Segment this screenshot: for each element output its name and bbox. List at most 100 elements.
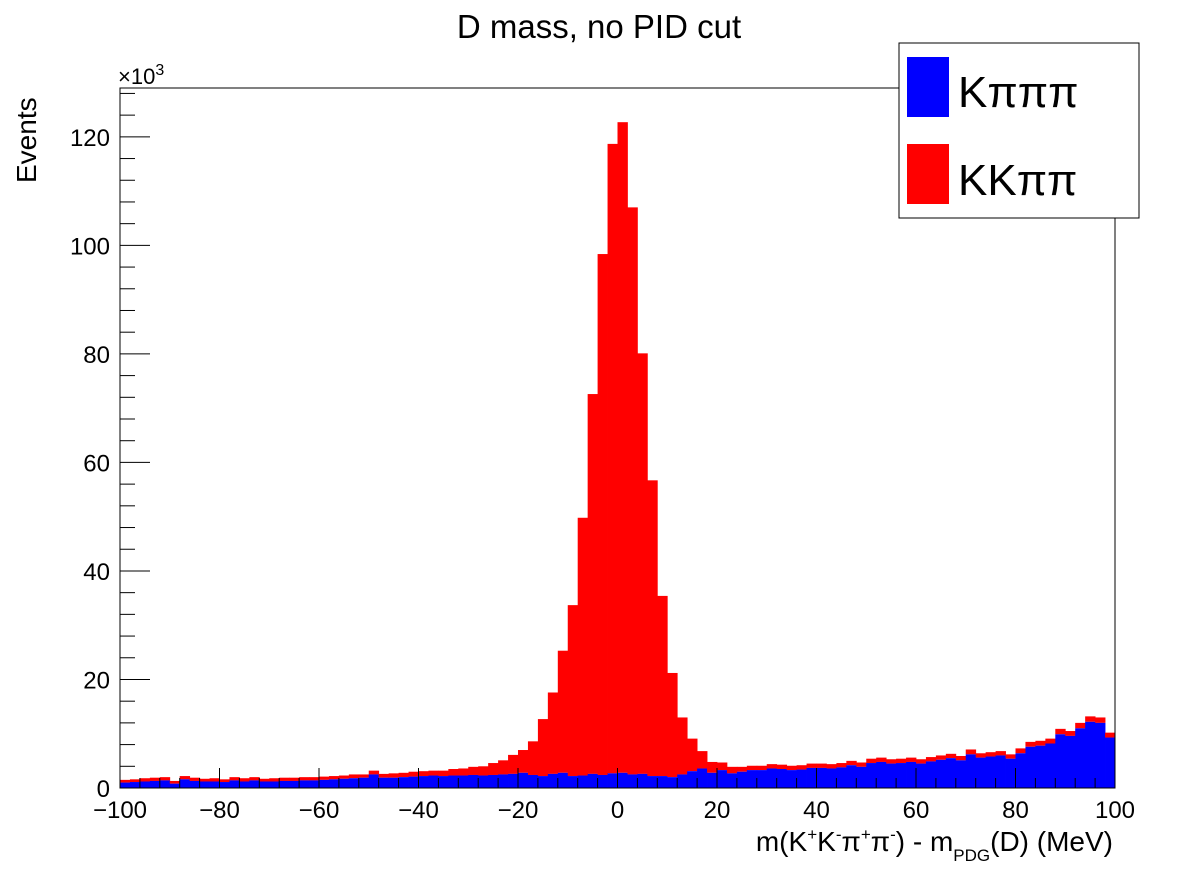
bar-kkpipi — [259, 778, 270, 782]
legend: Kπππ KKππ — [898, 42, 1140, 219]
bar-kpipipi — [806, 767, 817, 788]
bar-kkpipi — [358, 774, 370, 778]
bar-kkpipi — [607, 143, 618, 774]
bar-kpipipi — [139, 781, 151, 788]
histogram-bars — [120, 122, 1116, 788]
bar-kpipipi — [129, 782, 141, 788]
bar-kkpipi — [985, 752, 996, 757]
bar-kpipipi — [488, 774, 499, 788]
bar-kpipipi — [677, 774, 688, 788]
bar-kpipipi — [527, 774, 539, 788]
bar-kkpipi — [637, 353, 648, 774]
bar-kpipipi — [249, 780, 260, 788]
bar-kkpipi — [219, 779, 230, 783]
bar-kkpipi — [448, 769, 459, 776]
bar-kpipipi — [597, 774, 608, 788]
bar-kkpipi — [587, 394, 598, 774]
bar-kkpipi — [1085, 716, 1096, 722]
bar-kpipipi — [687, 771, 698, 788]
bar-kkpipi — [896, 758, 907, 764]
bar-kkpipi — [806, 763, 817, 768]
bar-kkpipi — [388, 773, 399, 778]
bar-kpipipi — [1045, 743, 1056, 788]
bar-kkpipi — [995, 751, 1006, 756]
y-tick-label: 120 — [70, 125, 110, 152]
y-tick-label: 100 — [70, 233, 110, 260]
bar-kkpipi — [309, 777, 320, 781]
bar-kkpipi — [478, 766, 489, 776]
bar-kpipipi — [707, 772, 718, 788]
bar-kkpipi — [249, 777, 260, 781]
bar-kkpipi — [488, 763, 499, 775]
bar-kkpipi — [647, 480, 658, 777]
bar-kpipipi — [617, 772, 628, 788]
bar-kpipipi — [995, 755, 1006, 788]
bar-kpipipi — [199, 781, 210, 788]
bar-kkpipi — [1095, 717, 1106, 723]
bar-kpipipi — [537, 776, 549, 788]
y-tick-label: 60 — [83, 450, 110, 477]
bar-kpipipi — [975, 757, 987, 788]
bar-kpipipi — [478, 775, 489, 788]
bar-kpipipi — [746, 770, 758, 788]
bar-kpipipi — [985, 756, 996, 788]
bar-kpipipi — [120, 782, 131, 788]
legend-label-kpipipi: Kπππ — [958, 68, 1078, 117]
bar-kpipipi — [1055, 734, 1066, 788]
bar-kpipipi — [756, 770, 768, 788]
bar-kpipipi — [627, 774, 638, 788]
bar-kkpipi — [418, 771, 429, 777]
bar-kkpipi — [597, 254, 608, 775]
bar-kkpipi — [547, 692, 559, 774]
bar-kpipipi — [856, 766, 867, 788]
bar-kkpipi — [826, 764, 837, 769]
bar-kpipipi — [1105, 737, 1116, 788]
bar-kkpipi — [697, 751, 708, 769]
bar-kkpipi — [766, 764, 778, 769]
bar-kpipipi — [766, 768, 778, 788]
bar-kpipipi — [1085, 721, 1096, 788]
bar-kpipipi — [239, 781, 250, 788]
bar-kkpipi — [498, 760, 509, 775]
bar-kpipipi — [916, 763, 927, 788]
bar-kpipipi — [498, 774, 509, 788]
x-tick-label: 40 — [803, 797, 830, 824]
y-axis-label: Events — [11, 97, 42, 183]
bar-kpipipi — [398, 777, 409, 788]
bar-kpipipi — [348, 778, 360, 788]
x-axis-ticks: −100 −80 −60 −40 −20 0 20 40 60 80 100 — [93, 768, 1135, 824]
bar-kkpipi — [159, 777, 171, 781]
bar-kpipipi — [229, 780, 240, 788]
bar-kpipipi — [557, 772, 569, 788]
bar-kpipipi — [657, 776, 668, 788]
x-axis-label: m(K+K-π+π-) - mPDG(D) (MeV) — [756, 825, 1113, 865]
bar-kpipipi — [1015, 753, 1026, 788]
bar-kkpipi — [707, 761, 718, 773]
bar-kpipipi — [189, 780, 200, 788]
legend-label-kkpipi: KKππ — [958, 156, 1077, 205]
y-tick-label: 0 — [97, 776, 110, 803]
bar-kkpipi — [189, 777, 200, 781]
bar-kpipipi — [209, 781, 220, 788]
x-tick-label: 20 — [704, 797, 731, 824]
bar-kkpipi — [627, 207, 638, 775]
bar-kpipipi — [179, 779, 191, 788]
bar-kpipipi — [637, 773, 648, 788]
bar-kpipipi — [149, 780, 161, 788]
bar-kpipipi — [328, 779, 340, 788]
x-tick-label: −20 — [498, 797, 539, 824]
bar-kpipipi — [826, 768, 837, 788]
bar-kpipipi — [1025, 746, 1036, 788]
bar-kpipipi — [906, 761, 917, 788]
bar-kkpipi — [1045, 738, 1056, 744]
bar-kpipipi — [319, 779, 330, 788]
y-axis-ticks: 0 20 40 60 80 100 120 — [70, 92, 150, 803]
bar-kkpipi — [916, 759, 927, 764]
x-tick-label: −40 — [398, 797, 439, 824]
bar-kkpipi — [617, 122, 628, 773]
bar-kkpipi — [328, 776, 340, 780]
bar-kpipipi — [1065, 735, 1076, 788]
bar-kpipipi — [547, 773, 559, 788]
bar-kkpipi — [1065, 731, 1076, 736]
